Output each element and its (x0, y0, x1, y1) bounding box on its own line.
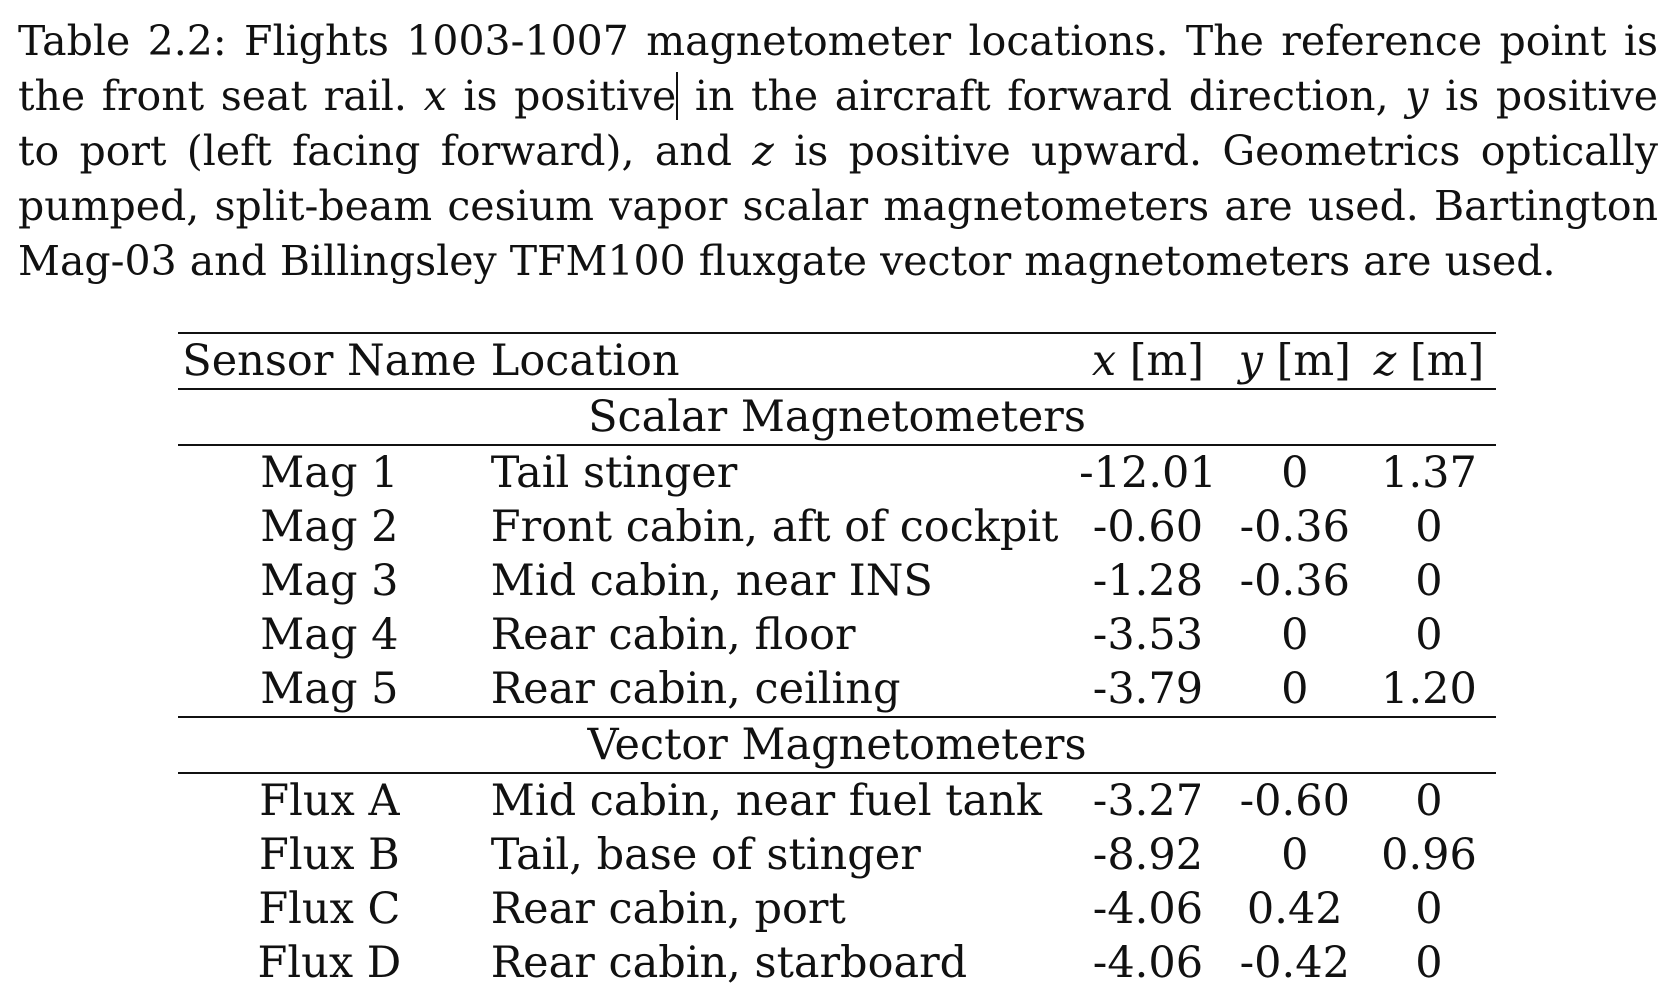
table-row: Mag 4 Rear cabin, floor -3.53 0 0 (178, 608, 1496, 662)
cell-location: Rear cabin, floor (490, 610, 856, 660)
header-z-var: z (1373, 336, 1397, 386)
cell-z: 0 (1415, 502, 1443, 552)
table-row: Mag 1 Tail stinger -12.01 0 1.37 (178, 445, 1496, 500)
header-y-unit: [m] (1276, 336, 1351, 386)
caption-var-x: x (423, 72, 447, 120)
cell-x: -4.06 (1092, 884, 1204, 934)
header-z: z [m] (1362, 333, 1496, 389)
cell-z: 0 (1415, 776, 1443, 826)
header-location: Location (490, 336, 680, 386)
caption-text-4: is positive to port (left facing forward… (18, 72, 1658, 175)
cell-y: 0.42 (1246, 884, 1343, 934)
cell-location: Mid cabin, near INS (490, 556, 933, 606)
section-title-scalar: Scalar Magnetometers (588, 392, 1086, 442)
cell-z: 1.37 (1381, 448, 1477, 498)
cell-z: 1.20 (1381, 664, 1477, 714)
table-row: Flux C Rear cabin, port -4.06 0.42 0 (178, 882, 1496, 936)
section-title-vector: Vector Magnetometers (587, 720, 1087, 770)
table-row: Mag 3 Mid cabin, near INS -1.28 -0.36 0 (178, 554, 1496, 608)
header-x-var: x (1091, 336, 1117, 386)
cell-x: -1.28 (1092, 556, 1204, 606)
cell-location: Rear cabin, starboard (490, 938, 968, 988)
cell-x: -12.01 (1079, 448, 1217, 498)
header-sensor-name: Sensor Name (182, 336, 477, 386)
table-row: Flux A Mid cabin, near fuel tank -3.27 -… (178, 773, 1496, 828)
cell-location: Front cabin, aft of cockpit (490, 502, 1059, 552)
cell-sensor-name: Flux C (258, 884, 401, 934)
cell-x: -3.53 (1092, 610, 1204, 660)
table-caption: Table 2.2: Flights 1003-1007 magnetomete… (18, 14, 1658, 289)
magnetometer-table-container: Sensor Name Location x [m] y [m] z [m] S… (178, 332, 1496, 990)
cell-sensor-name: Mag 1 (260, 448, 399, 498)
cell-y: -0.42 (1239, 938, 1350, 988)
cell-x: -3.27 (1092, 776, 1204, 826)
cell-sensor-name: Flux B (258, 830, 400, 880)
caption-text-3: in the aircraft forward direction, (678, 72, 1406, 120)
header-x: x [m] (1068, 333, 1227, 389)
cell-location: Rear cabin, ceiling (490, 664, 901, 714)
caption-text-2: is positive (446, 72, 677, 120)
cell-z: 0 (1415, 884, 1443, 934)
cell-location: Tail stinger (490, 448, 738, 498)
cell-location: Mid cabin, near fuel tank (490, 776, 1042, 826)
cell-sensor-name: Mag 4 (260, 610, 399, 660)
cell-x: -4.06 (1092, 938, 1204, 988)
table-row: Flux B Tail, base of stinger -8.92 0 0.9… (178, 828, 1496, 882)
section-header-row: Scalar Magnetometers (178, 389, 1496, 445)
section-header-row: Vector Magnetometers (178, 717, 1496, 773)
cell-z: 0.96 (1381, 830, 1477, 880)
cell-y: -0.36 (1239, 556, 1350, 606)
table-row: Mag 5 Rear cabin, ceiling -3.79 0 1.20 (178, 662, 1496, 717)
caption-text-1: Table 2.2: Flights 1003-1007 magnetomete… (18, 17, 1658, 120)
cell-y: -0.60 (1239, 776, 1350, 826)
cell-sensor-name: Flux A (259, 776, 400, 826)
cell-sensor-name: Flux D (257, 938, 402, 988)
cell-y: 0 (1281, 448, 1309, 498)
cell-y: 0 (1281, 664, 1309, 714)
cell-x: -8.92 (1092, 830, 1204, 880)
table-row: Mag 2 Front cabin, aft of cockpit -0.60 … (178, 500, 1496, 554)
cell-sensor-name: Mag 2 (260, 502, 399, 552)
magnetometer-table: Sensor Name Location x [m] y [m] z [m] S… (178, 332, 1496, 990)
cell-location: Tail, base of stinger (490, 830, 921, 880)
table-header-row: Sensor Name Location x [m] y [m] z [m] (178, 333, 1496, 389)
header-y: y [m] (1228, 333, 1362, 389)
cell-location: Rear cabin, port (490, 884, 846, 934)
header-x-unit: [m] (1129, 336, 1205, 386)
cell-z: 0 (1415, 610, 1443, 660)
header-z-unit: [m] (1409, 336, 1485, 386)
caption-var-z: z (752, 127, 774, 175)
cell-sensor-name: Mag 5 (260, 664, 399, 714)
cell-z: 0 (1415, 938, 1443, 988)
cell-sensor-name: Mag 3 (260, 556, 399, 606)
caption-text-5: is positive upward. Geometrics optically… (18, 127, 1659, 285)
cell-y: 0 (1281, 830, 1309, 880)
cell-y: 0 (1281, 610, 1309, 660)
cell-y: -0.36 (1239, 502, 1350, 552)
caption-var-y: y (1405, 72, 1429, 120)
header-y-var: y (1238, 336, 1263, 386)
cell-x: -0.60 (1092, 502, 1204, 552)
cell-x: -3.79 (1092, 664, 1204, 714)
table-row: Flux D Rear cabin, starboard -4.06 -0.42… (178, 936, 1496, 990)
cell-z: 0 (1415, 556, 1443, 606)
text-cursor (676, 72, 679, 120)
